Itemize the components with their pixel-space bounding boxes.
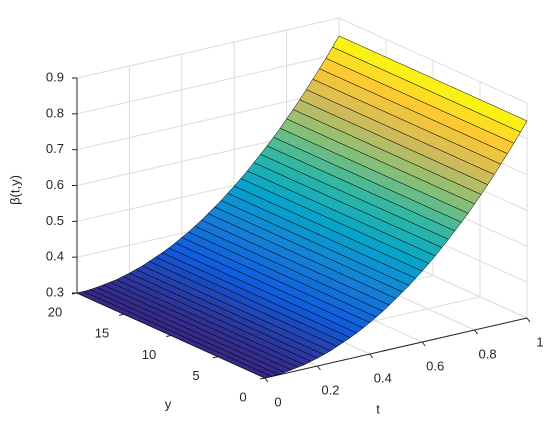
z-tick-label: 0.8 (46, 105, 64, 120)
x-tick (369, 353, 374, 359)
z-tick-label: 0.3 (46, 284, 64, 299)
x-tick (526, 317, 531, 323)
y-tick-label: 10 (142, 347, 156, 362)
x-tick (264, 377, 269, 383)
x-tick-label: 0.2 (321, 382, 339, 397)
x-tick (421, 341, 426, 347)
z-tick-label: 0.4 (46, 249, 64, 264)
x-tick (316, 365, 321, 371)
x-tick-label: 0.4 (374, 370, 392, 385)
y-tick-label: 5 (192, 368, 199, 383)
y-tick-label: 15 (95, 326, 109, 341)
x-tick (474, 329, 479, 335)
y-tick (118, 313, 125, 316)
y-axis-label: y (165, 396, 172, 411)
surface-patch (76, 291, 272, 379)
y-tick (212, 356, 219, 359)
z-tick-label: 0.5 (46, 213, 64, 228)
y-tick-label: 20 (48, 304, 62, 319)
x-axis-label: t (376, 401, 380, 416)
x-tick-label: 1 (536, 334, 543, 349)
y-tick-label: 0 (239, 389, 246, 404)
z-tick-label: 0.7 (46, 141, 64, 156)
y-tick (165, 335, 172, 337)
z-tick-label: 0.9 (46, 69, 64, 84)
grid-line (76, 17, 528, 104)
z-axis-label: β(t,y) (7, 175, 22, 205)
x-tick-label: 0 (274, 394, 281, 409)
x-tick-label: 0.8 (479, 346, 497, 361)
x-tick-label: 0.6 (426, 358, 444, 373)
z-tick-label: 0.6 (46, 177, 64, 192)
y-tick (259, 377, 266, 380)
x-axis-line (264, 317, 528, 379)
